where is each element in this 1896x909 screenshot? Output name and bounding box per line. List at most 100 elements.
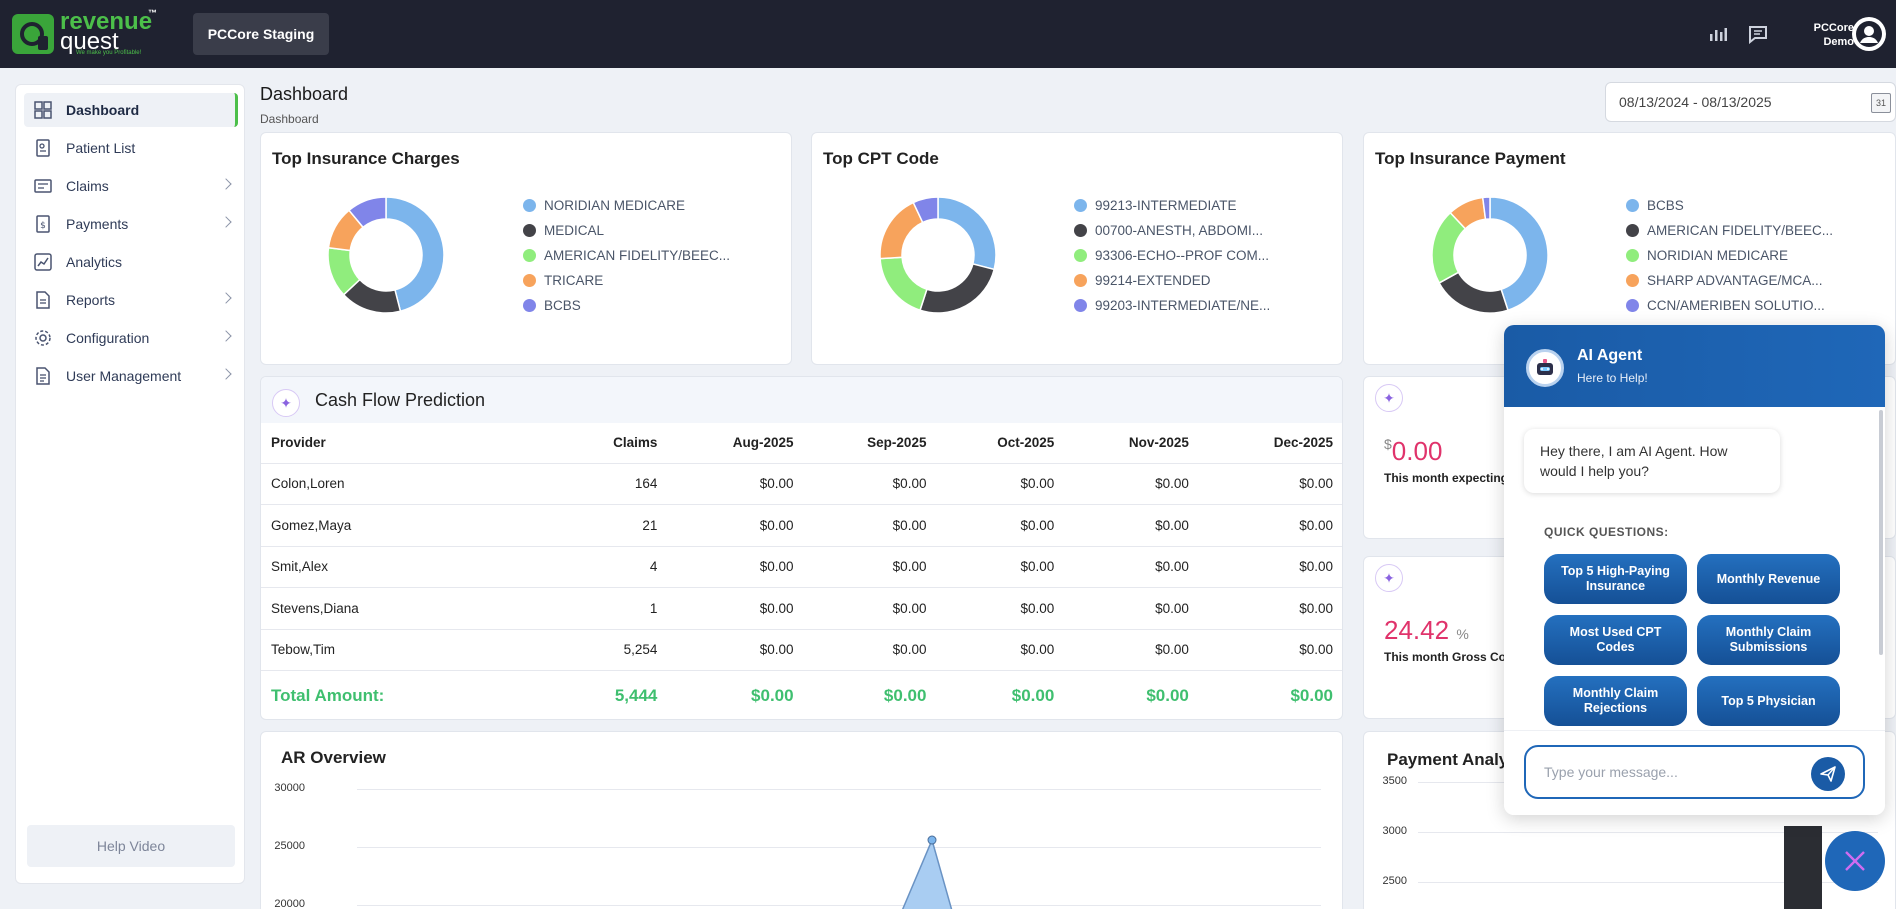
table-cell: Stevens,Diana xyxy=(261,587,538,630)
donut-slice[interactable] xyxy=(879,201,924,260)
sidebar-item-configuration[interactable]: Configuration xyxy=(24,321,238,355)
donut-slice[interactable] xyxy=(879,256,928,312)
table-cell: $0.00 xyxy=(793,546,927,588)
legend-item[interactable]: NORIDIAN MEDICARE xyxy=(1626,243,1833,268)
legend-item[interactable]: CCN/AMERIBEN SOLUTIO... xyxy=(1626,293,1833,318)
breadcrumb[interactable]: Dashboard xyxy=(260,112,319,126)
column-header[interactable]: Aug-2025 xyxy=(657,423,794,464)
table-cell: $0.00 xyxy=(1188,546,1342,588)
send-icon[interactable] xyxy=(1811,757,1845,791)
column-header[interactable]: Dec-2025 xyxy=(1188,423,1342,464)
ai-sparkle-icon[interactable]: ✦ xyxy=(272,389,300,417)
table-cell: $0.00 xyxy=(1188,587,1342,630)
legend-item[interactable]: 99203-INTERMEDIATE/NE... xyxy=(1074,293,1270,318)
close-chat-button[interactable] xyxy=(1825,831,1885,891)
donut-slice[interactable] xyxy=(1481,196,1491,221)
ar-data-point[interactable] xyxy=(927,835,937,845)
sidebar-item-label: Payments xyxy=(66,216,129,232)
calendar-icon[interactable]: 31 xyxy=(1871,93,1891,113)
legend-item[interactable]: NORIDIAN MEDICARE xyxy=(523,193,730,218)
ar-overview-plot[interactable] xyxy=(357,789,1321,909)
quick-question-button[interactable]: Top 5 Physician xyxy=(1697,676,1840,726)
column-header[interactable]: Claims xyxy=(537,423,658,464)
logo-tagline: We make you Profitable! xyxy=(76,50,142,56)
sidebar-item-analytics[interactable]: Analytics xyxy=(24,245,238,279)
column-header[interactable]: Nov-2025 xyxy=(1054,423,1189,464)
table-row: Stevens,Diana 1 $0.00 $0.00 $0.00 $0.00 … xyxy=(261,587,1342,630)
legend-item[interactable]: 93306-ECHO--PROF COM... xyxy=(1074,243,1270,268)
sidebar-item-payments[interactable]: $ Payments xyxy=(24,207,238,241)
environment-button[interactable]: PCCore Staging xyxy=(193,13,329,55)
legend-item[interactable]: BCBS xyxy=(523,293,730,318)
legend-item[interactable]: 00700-ANESTH, ABDOMI... xyxy=(1074,218,1270,243)
table-cell: $0.00 xyxy=(751,685,794,705)
donut-slice[interactable] xyxy=(1438,271,1509,314)
grid-line xyxy=(357,847,1321,848)
date-range-picker[interactable]: 08/13/2024 - 08/13/2025 31 xyxy=(1605,82,1896,122)
legend-label: AMERICAN FIDELITY/BEEC... xyxy=(544,248,731,263)
column-header[interactable]: Oct-2025 xyxy=(926,423,1055,464)
donut-slice[interactable] xyxy=(1489,196,1549,312)
insurance-charges-donut[interactable] xyxy=(326,195,446,315)
ai-agent-header: AI Agent Here to Help! xyxy=(1504,325,1885,407)
card-title: Top Insurance Charges xyxy=(272,149,460,168)
legend-item[interactable]: SHARP ADVANTAGE/MCA... xyxy=(1626,268,1833,293)
quick-question-button[interactable]: Monthly Revenue xyxy=(1697,554,1840,604)
user-management-icon xyxy=(36,367,50,385)
ai-sparkle-icon[interactable]: ✦ xyxy=(1375,564,1403,592)
insurance-payment-donut[interactable] xyxy=(1430,195,1550,315)
quick-question-button[interactable]: Top 5 High-Paying Insurance xyxy=(1544,554,1687,604)
page-title: Dashboard xyxy=(260,84,349,104)
legend-item[interactable]: MEDICAL xyxy=(523,218,730,243)
table-cell: $0.00 xyxy=(657,546,794,588)
table-cell: $0.00 xyxy=(657,504,794,547)
sidebar-item-patient-list[interactable]: Patient List xyxy=(24,131,238,165)
chat-scrollbar[interactable] xyxy=(1879,410,1883,655)
legend-label: BCBS xyxy=(1647,198,1684,213)
donut-slice[interactable] xyxy=(919,263,996,314)
sidebar-item-label: Reports xyxy=(66,292,116,308)
legend-label: NORIDIAN MEDICARE xyxy=(1647,248,1789,263)
legend-item[interactable]: TRICARE xyxy=(523,268,730,293)
sidebar-item-dashboard[interactable]: Dashboard xyxy=(24,93,238,127)
bar-chart-icon[interactable] xyxy=(1708,24,1728,44)
legend-item[interactable]: AMERICAN FIDELITY/BEEC... xyxy=(1626,218,1833,243)
dashboard-icon xyxy=(34,101,52,119)
quick-question-button[interactable]: Monthly Claim Rejections xyxy=(1544,676,1687,726)
donut-slice[interactable] xyxy=(937,196,997,271)
column-header[interactable]: Provider xyxy=(261,423,538,464)
donut-slice[interactable] xyxy=(912,196,939,224)
legend-label: 99213-INTERMEDIATE xyxy=(1095,198,1237,213)
donut-slice[interactable] xyxy=(385,196,445,313)
chat-icon[interactable] xyxy=(1748,24,1768,45)
sidebar-item-user-management[interactable]: User Management xyxy=(24,359,238,393)
table-cell: $0.00 xyxy=(1054,546,1189,588)
grid-line xyxy=(1418,882,1878,883)
user-avatar-icon[interactable] xyxy=(1852,17,1886,51)
revenue-quest-logo[interactable]: revenue quest ™ We make you Profitable! xyxy=(12,8,162,58)
legend-item[interactable]: AMERICAN FIDELITY/BEEC... xyxy=(523,243,730,268)
sidebar-item-reports[interactable]: Reports xyxy=(24,283,238,317)
help-video-button[interactable]: Help Video xyxy=(27,825,235,867)
chat-message-input[interactable] xyxy=(1524,745,1865,799)
sidebar-item-label: Dashboard xyxy=(66,102,140,118)
legend-item[interactable]: BCBS xyxy=(1626,193,1833,218)
legend-item[interactable]: 99213-INTERMEDIATE xyxy=(1074,193,1270,218)
donut-slice[interactable] xyxy=(347,196,387,229)
total-label: Total Amount: xyxy=(271,685,385,705)
quick-question-button[interactable]: Most Used CPT Codes xyxy=(1544,615,1687,665)
sidebar-item-claims[interactable]: Claims xyxy=(24,169,238,203)
quick-question-button[interactable]: Monthly Claim Submissions xyxy=(1697,615,1840,665)
column-header[interactable]: Sep-2025 xyxy=(793,423,927,464)
user-name[interactable]: PCCore Demo xyxy=(1790,21,1854,49)
logo-text-revenue: revenue xyxy=(60,8,153,35)
legend-dot-icon xyxy=(1626,249,1639,262)
table-cell: $0.00 xyxy=(1054,504,1189,547)
legend-item[interactable]: 99214-EXTENDED xyxy=(1074,268,1270,293)
table-cell: Tebow,Tim xyxy=(261,629,538,671)
cpt-code-donut[interactable] xyxy=(878,195,998,315)
gear-icon xyxy=(35,330,51,346)
ai-sparkle-icon[interactable]: ✦ xyxy=(1375,384,1403,412)
ar-area-series[interactable] xyxy=(896,837,956,909)
sidebar-item-label: Analytics xyxy=(66,254,123,270)
